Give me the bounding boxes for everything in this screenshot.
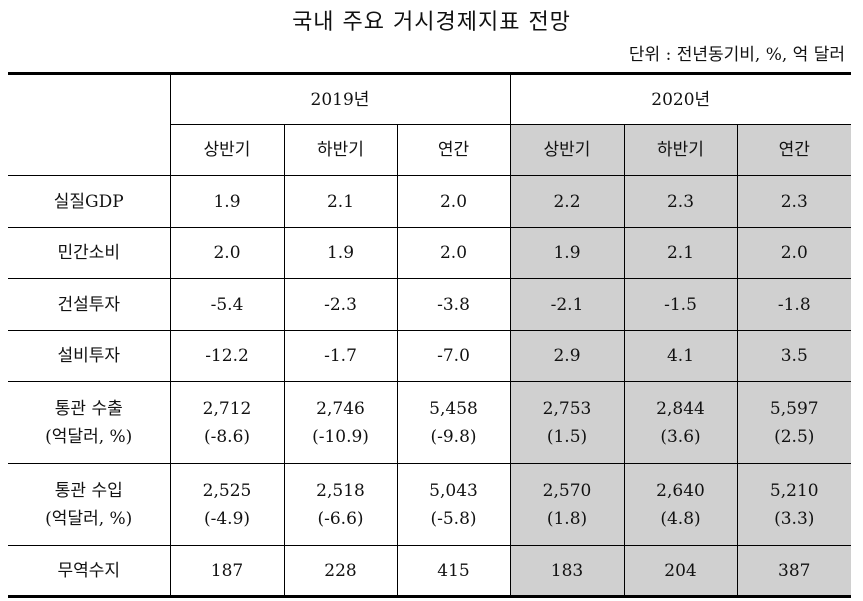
cell: 204 — [623, 545, 738, 598]
cell-value: 2,844 — [656, 398, 705, 419]
table-row: 설비투자 -12.2 -1.7 -7.0 2.9 4.1 3.5 — [8, 330, 852, 382]
cell-rate: (-8.6) — [203, 426, 251, 447]
cell: 5,597 (2.5) — [736, 381, 852, 464]
row-label: 민간소비 — [8, 227, 171, 279]
table-row: 건설투자 -5.4 -2.3 -3.8 -2.1 -1.5 -1.8 — [8, 278, 852, 331]
cell: 228 — [283, 545, 398, 598]
cell: 4.1 — [623, 330, 738, 382]
cell: 2.0 — [736, 227, 852, 279]
cell-rate: (-4.9) — [203, 508, 251, 529]
cell: 387 — [736, 545, 852, 598]
row-label-sub: (억달러, %) — [45, 508, 133, 529]
table-row: 실질GDP 1.9 2.1 2.0 2.2 2.3 2.3 — [8, 175, 852, 228]
cell: -1.7 — [283, 330, 398, 382]
cell: -5.4 — [169, 278, 285, 331]
cell: 3.5 — [736, 330, 852, 382]
cell-value: 5,458 — [429, 398, 478, 419]
indicator-table: 2019년 2020년 상반기 하반기 연간 상반기 하반기 연간 실질GDP … — [8, 72, 852, 598]
cell: -2.1 — [509, 278, 625, 331]
cell: 2,746 (-10.9) — [283, 381, 398, 464]
cell: -12.2 — [169, 330, 285, 382]
cell-value: 5,210 — [769, 480, 819, 501]
cell: 187 — [169, 545, 285, 598]
cell-value: 2,525 — [202, 480, 252, 501]
cell: 2.3 — [736, 175, 852, 228]
period-header: 상반기 — [169, 124, 285, 176]
cell: 2.0 — [169, 227, 285, 279]
row-label: 통관 수출 (억달러, %) — [8, 381, 171, 464]
header-corner — [8, 72, 171, 176]
cell: 2.3 — [623, 175, 738, 228]
cell: 2.2 — [509, 175, 625, 228]
row-label: 무역수지 — [8, 545, 171, 598]
year-header-2020: 2020년 — [509, 72, 852, 125]
cell: 2,844 (3.6) — [623, 381, 738, 464]
row-label-main: 통관 수출 — [54, 398, 123, 419]
cell: 1.9 — [509, 227, 625, 279]
cell: -2.3 — [283, 278, 398, 331]
period-header: 하반기 — [623, 124, 738, 176]
cell: 2.1 — [283, 175, 398, 228]
row-label-sub: (억달러, %) — [45, 426, 133, 447]
cell-value: 2,518 — [316, 480, 365, 501]
cell-value: 5,043 — [429, 480, 478, 501]
table-row: 통관 수출 (억달러, %) 2,712 (-8.6) 2,746 (-10.9) … — [8, 381, 852, 464]
cell: -7.0 — [396, 330, 511, 382]
cell: 5,458 (-9.8) — [396, 381, 511, 464]
cell: 415 — [396, 545, 511, 598]
cell: 1.9 — [169, 175, 285, 228]
cell: 2,525 (-4.9) — [169, 463, 285, 546]
period-header: 상반기 — [509, 124, 625, 176]
cell-rate: (2.5) — [774, 426, 815, 447]
cell: 2,712 (-8.6) — [169, 381, 285, 464]
cell-value: 2,712 — [202, 398, 252, 419]
cell-value: 2,746 — [316, 398, 365, 419]
period-header: 하반기 — [283, 124, 398, 176]
row-label: 건설투자 — [8, 278, 171, 331]
cell: 2,753 (1.5) — [509, 381, 625, 464]
row-label: 설비투자 — [8, 330, 171, 382]
cell: 1.9 — [283, 227, 398, 279]
cell-rate: (-5.8) — [430, 508, 477, 529]
cell: 2.0 — [396, 175, 511, 228]
cell: 2,640 (4.8) — [623, 463, 738, 546]
cell-rate: (-6.6) — [317, 508, 364, 529]
cell: 2.9 — [509, 330, 625, 382]
cell-rate: (3.6) — [660, 426, 701, 447]
cell: 183 — [509, 545, 625, 598]
cell: 2,518 (-6.6) — [283, 463, 398, 546]
cell: 2,570 (1.8) — [509, 463, 625, 546]
table-row: 민간소비 2.0 1.9 2.0 1.9 2.1 2.0 — [8, 227, 852, 279]
row-label: 실질GDP — [8, 175, 171, 228]
cell-rate: (3.3) — [774, 508, 815, 529]
cell: -1.8 — [736, 278, 852, 331]
cell: -3.8 — [396, 278, 511, 331]
table-row: 통관 수입 (억달러, %) 2,525 (-4.9) 2,518 (-6.6) 5… — [8, 463, 852, 546]
cell: 2.1 — [623, 227, 738, 279]
year-header-2019: 2019년 — [169, 72, 511, 125]
cell: 5,043 (-5.8) — [396, 463, 511, 546]
row-label: 통관 수입 (억달러, %) — [8, 463, 171, 546]
cell-rate: (-10.9) — [312, 426, 369, 447]
row-label-main: 통관 수입 — [54, 480, 123, 501]
cell-value: 2,570 — [542, 480, 592, 501]
cell-rate: (1.8) — [546, 508, 588, 529]
unit-note: 단위 : 전년동기비, %, 억 달러 — [628, 45, 845, 65]
cell-rate: (4.8) — [660, 508, 701, 529]
table-row: 무역수지 187 228 415 183 204 387 — [8, 545, 852, 598]
page-title: 국내 주요 거시경제지표 전망 — [292, 10, 571, 35]
cell-value: 2,640 — [656, 480, 705, 501]
cell: 5,210 (3.3) — [736, 463, 852, 546]
cell-value: 2,753 — [542, 398, 592, 419]
period-header: 연간 — [396, 124, 511, 176]
period-header: 연간 — [736, 124, 852, 176]
cell: 2.0 — [396, 227, 511, 279]
cell-value: 5,597 — [769, 398, 819, 419]
cell-rate: (1.5) — [546, 426, 588, 447]
cell: -1.5 — [623, 278, 738, 331]
cell-rate: (-9.8) — [430, 426, 477, 447]
